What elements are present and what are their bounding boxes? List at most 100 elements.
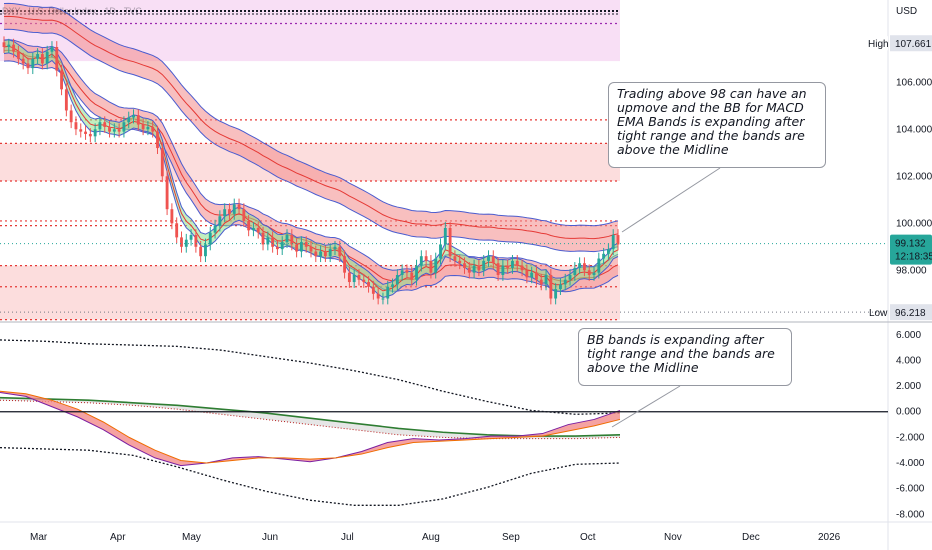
candle-body: [472, 265, 476, 273]
ema-band-slow-upper: [3, 2, 619, 227]
candle-body: [597, 258, 601, 273]
price-tick-3: 100.000: [896, 218, 932, 229]
bb-lower-band: [0, 446, 621, 506]
candle-body: [122, 122, 126, 132]
candle-body: [50, 47, 54, 52]
candle-body: [616, 235, 620, 245]
candle-body: [21, 58, 25, 64]
candle-body: [453, 256, 457, 261]
candle-body: [280, 242, 284, 250]
candle-body: [7, 44, 11, 48]
candle-body: [582, 263, 586, 271]
time-tick-1: Apr: [110, 532, 126, 543]
candle-body: [218, 216, 222, 226]
candle-body: [520, 265, 524, 271]
candle-body: [84, 131, 87, 134]
candle-body: [228, 209, 231, 214]
candle-body: [55, 47, 59, 71]
candle-body: [208, 232, 212, 245]
candle-body: [36, 54, 40, 59]
candle-body: [141, 124, 145, 130]
candle-body: [338, 246, 342, 257]
candle-body: [434, 258, 438, 273]
candle-body: [549, 274, 553, 299]
time-tick-7: Oct: [580, 532, 596, 543]
candle-body: [180, 237, 183, 247]
candle-body: [357, 274, 361, 280]
candle-body: [304, 242, 308, 247]
candle-body: [16, 51, 20, 59]
candle-body: [170, 209, 174, 224]
candle-body: [261, 232, 265, 245]
macd-tick-2: 2.000: [896, 381, 921, 392]
candle-body: [242, 209, 246, 221]
candle-body: [232, 204, 236, 214]
price-tick-2: 102.000: [896, 171, 932, 182]
candle-body: [204, 244, 207, 257]
candle-body: [127, 117, 131, 123]
candle-body: [45, 51, 49, 64]
candle-body: [295, 244, 299, 252]
macd-tick-6: -6.000: [896, 484, 925, 495]
candle-body: [371, 286, 375, 294]
candle-body: [535, 272, 538, 280]
candle-body: [362, 279, 366, 283]
candle-body: [367, 282, 370, 287]
candle-body: [136, 115, 140, 125]
ema-band-mid-upper: [3, 39, 619, 272]
time-tick-6: Sep: [502, 532, 520, 543]
candle-body: [381, 298, 385, 300]
candle-body: [323, 251, 327, 257]
candle-body: [117, 129, 121, 132]
candle-body: [309, 246, 313, 252]
price-tick-4: 98.000: [896, 265, 927, 276]
candle-body: [60, 70, 63, 90]
price-tag-countdown: 12:18:35: [895, 252, 932, 263]
candle-body: [391, 284, 394, 287]
candle-body: [491, 256, 495, 264]
time-tick-2: May: [182, 532, 201, 543]
candle-body: [501, 265, 505, 275]
macd-tick-0: 6.000: [896, 330, 921, 341]
low-tag-value: 96.218: [895, 308, 926, 319]
candle-body: [554, 289, 558, 299]
candle-body: [132, 115, 135, 118]
annotation-callout-price[interactable]: Trading above 98 can have an upmove and …: [608, 82, 826, 168]
callout-pointer-1: [621, 167, 721, 233]
candle-body: [74, 122, 78, 130]
candle-body: [544, 274, 548, 285]
callout-pointer-2: [611, 385, 681, 428]
price-tick-1: 104.000: [896, 124, 932, 135]
candle-body: [328, 249, 332, 257]
macd-fast-line: [0, 392, 621, 467]
candle-body: [611, 235, 615, 250]
candle-body: [160, 148, 164, 177]
candle-body: [506, 265, 510, 268]
time-tick-3: Jun: [262, 532, 278, 543]
candle-body: [573, 267, 577, 275]
candle-body: [458, 260, 462, 264]
annotation-callout-macd[interactable]: BB bands is expanding after tight range …: [578, 328, 792, 386]
ema-band-fast-upper: [3, 39, 619, 285]
ema-band-slow-lower: [3, 28, 619, 253]
candle-body: [213, 225, 217, 233]
candle-body: [290, 235, 294, 245]
candle-body: [69, 110, 73, 123]
candle-body: [592, 272, 596, 275]
candle-body: [439, 244, 442, 259]
candle-body: [299, 242, 303, 252]
candle-body: [275, 246, 279, 250]
candle-body: [252, 227, 255, 231]
candle-body: [395, 274, 399, 285]
candle-body: [266, 237, 270, 245]
candle-body: [405, 270, 409, 273]
candle-body: [237, 204, 241, 210]
candle-body: [79, 129, 83, 132]
time-tick-10: 2026: [818, 532, 841, 543]
high-tag-value: 107.661: [895, 39, 932, 50]
candle-body: [511, 260, 514, 268]
candle-body: [26, 63, 30, 69]
candle-body: [156, 131, 159, 149]
candle-body: [496, 263, 500, 275]
candle-body: [443, 227, 447, 245]
